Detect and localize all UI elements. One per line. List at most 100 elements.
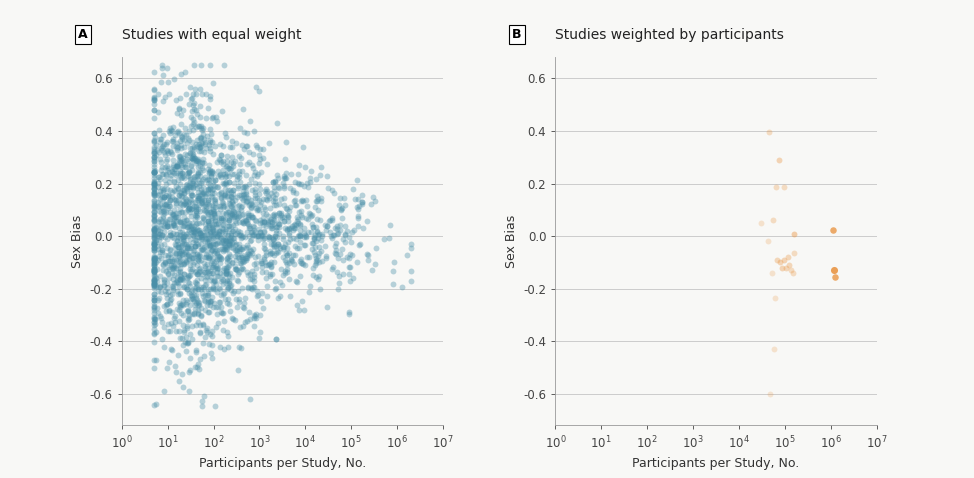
Point [194, 190, 209, 197]
Point [329, 230, 345, 238]
Point [192, 229, 207, 237]
Point [148, 258, 164, 266]
Point [324, 186, 340, 194]
Point [188, 202, 204, 209]
Point [182, 265, 198, 273]
Point [182, 271, 198, 279]
Point [173, 70, 189, 78]
Point [242, 395, 257, 403]
Point [304, 239, 319, 246]
Point [172, 291, 188, 298]
Point [275, 245, 290, 253]
Point [191, 285, 206, 293]
Point [199, 260, 214, 268]
Point [150, 179, 166, 186]
Point [146, 169, 162, 177]
Point [221, 178, 237, 185]
Point [198, 141, 213, 148]
Point [179, 185, 195, 193]
Point [341, 308, 356, 316]
Point [290, 179, 306, 186]
Point [206, 151, 221, 158]
Point [298, 233, 314, 241]
Point [164, 167, 179, 174]
Point [180, 229, 196, 237]
Point [198, 144, 213, 152]
Point [313, 217, 328, 224]
Point [244, 285, 260, 293]
Point [387, 258, 402, 266]
Point [346, 227, 361, 234]
Point [191, 206, 206, 213]
Point [192, 122, 207, 130]
Point [267, 251, 282, 259]
Point [152, 187, 168, 195]
Point [163, 215, 178, 223]
Point [241, 284, 256, 292]
Point [227, 217, 243, 225]
Point [281, 260, 297, 267]
Point [147, 168, 163, 176]
Point [169, 287, 185, 295]
Point [292, 232, 308, 240]
Point [146, 199, 162, 206]
Point [192, 143, 207, 151]
Point [255, 221, 271, 228]
Point [204, 354, 219, 362]
Point [162, 258, 177, 265]
Point [207, 264, 223, 272]
Point [184, 310, 200, 317]
Point [208, 228, 224, 235]
Point [238, 318, 253, 326]
Point [198, 268, 213, 275]
Point [146, 261, 162, 269]
Point [209, 310, 225, 318]
Point [207, 240, 223, 248]
Point [205, 235, 220, 242]
Point [175, 301, 191, 309]
Point [203, 241, 218, 249]
Point [160, 65, 175, 72]
Point [146, 163, 162, 171]
Point [160, 138, 175, 146]
Point [172, 334, 188, 342]
Point [165, 282, 180, 290]
Point [202, 242, 217, 250]
Point [185, 179, 201, 186]
Point [175, 233, 191, 241]
Point [256, 244, 272, 251]
Point [288, 221, 304, 228]
Point [192, 114, 207, 121]
Point [171, 248, 187, 255]
Point [299, 253, 315, 261]
Point [250, 291, 266, 299]
Point [193, 199, 208, 207]
Point [342, 233, 357, 240]
Point [311, 206, 326, 214]
Point [198, 138, 213, 145]
Point [231, 240, 246, 248]
Point [186, 105, 202, 112]
Point [157, 287, 172, 295]
Point [764, 269, 779, 277]
Point [212, 269, 228, 276]
Point [266, 201, 281, 209]
Point [198, 192, 213, 200]
Point [313, 194, 328, 202]
Point [206, 229, 222, 237]
Point [220, 164, 236, 172]
Point [225, 206, 241, 213]
Point [146, 217, 162, 224]
Point [157, 151, 172, 159]
Point [157, 278, 172, 286]
Point [245, 164, 261, 172]
Point [263, 215, 279, 223]
Point [293, 207, 309, 215]
Point [245, 213, 261, 221]
Point [189, 157, 205, 165]
Point [210, 252, 226, 260]
Point [328, 246, 344, 254]
X-axis label: Participants per Study, No.: Participants per Study, No. [632, 456, 800, 469]
Point [193, 240, 208, 248]
Point [299, 203, 315, 210]
